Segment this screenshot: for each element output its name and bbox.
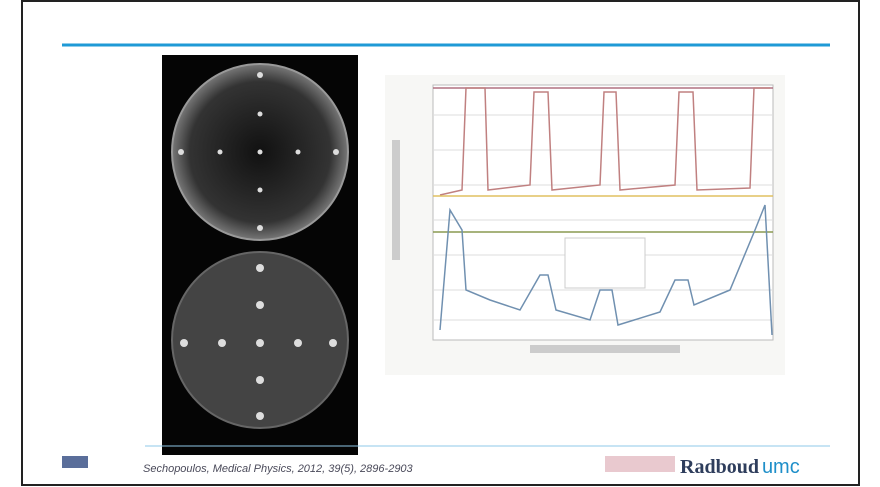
brand-suffix: umc bbox=[761, 456, 800, 478]
profile-plot-image bbox=[385, 75, 785, 375]
partner-logo bbox=[605, 456, 675, 472]
institute-logo bbox=[62, 456, 88, 468]
brand-name: Radboud bbox=[680, 456, 759, 478]
brand-logo: Radboud umc bbox=[680, 456, 800, 479]
phantom-images bbox=[162, 55, 358, 455]
citation: Sechopoulos, Medical Physics, 2012, 39(5… bbox=[143, 463, 413, 475]
